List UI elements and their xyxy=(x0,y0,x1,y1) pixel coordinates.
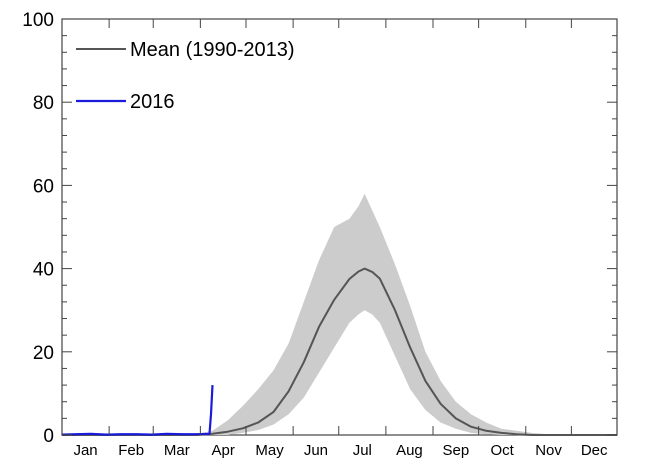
x-axis-tick-labels: Jan Feb Mar Apr May Jun Jul Aug Sep Oct Nov Dec xyxy=(73,442,608,459)
x-tick-label: Oct xyxy=(491,442,515,459)
x-tick-label: Nov xyxy=(535,442,562,459)
x-tick-label: Jan xyxy=(73,442,97,459)
x-tick-label: Feb xyxy=(118,442,144,459)
x-tick-label: May xyxy=(255,442,284,459)
legend-label-2016: 2016 xyxy=(130,91,175,113)
mean-line xyxy=(62,267,617,436)
y-tick-label: 100 xyxy=(22,10,54,31)
x-tick-label: Apr xyxy=(212,442,235,459)
x-tick-label: Mar xyxy=(164,442,190,459)
x-tick-label: Sep xyxy=(442,442,469,459)
series-2016-line xyxy=(61,385,214,436)
range-band xyxy=(197,193,578,435)
range-band-layer xyxy=(197,193,578,435)
legend: Mean (1990-2013) 2016 xyxy=(76,39,295,113)
tick-marks xyxy=(61,18,618,436)
y-axis-tick-labels: 0 20 40 60 80 100 xyxy=(22,10,54,447)
y-tick-label: 80 xyxy=(33,93,54,114)
x-tick-label: Dec xyxy=(581,442,608,459)
legend-label-mean: Mean (1990-2013) xyxy=(130,39,295,61)
y-tick-label: 40 xyxy=(33,260,54,281)
y-tick-label: 0 xyxy=(43,426,54,447)
y-tick-label: 20 xyxy=(33,343,54,364)
y-tick-label: 60 xyxy=(33,176,54,197)
x-tick-label: Aug xyxy=(396,442,423,459)
x-tick-label: Jul xyxy=(353,442,372,459)
x-tick-label: Jun xyxy=(304,442,328,459)
series-layer xyxy=(61,267,617,436)
